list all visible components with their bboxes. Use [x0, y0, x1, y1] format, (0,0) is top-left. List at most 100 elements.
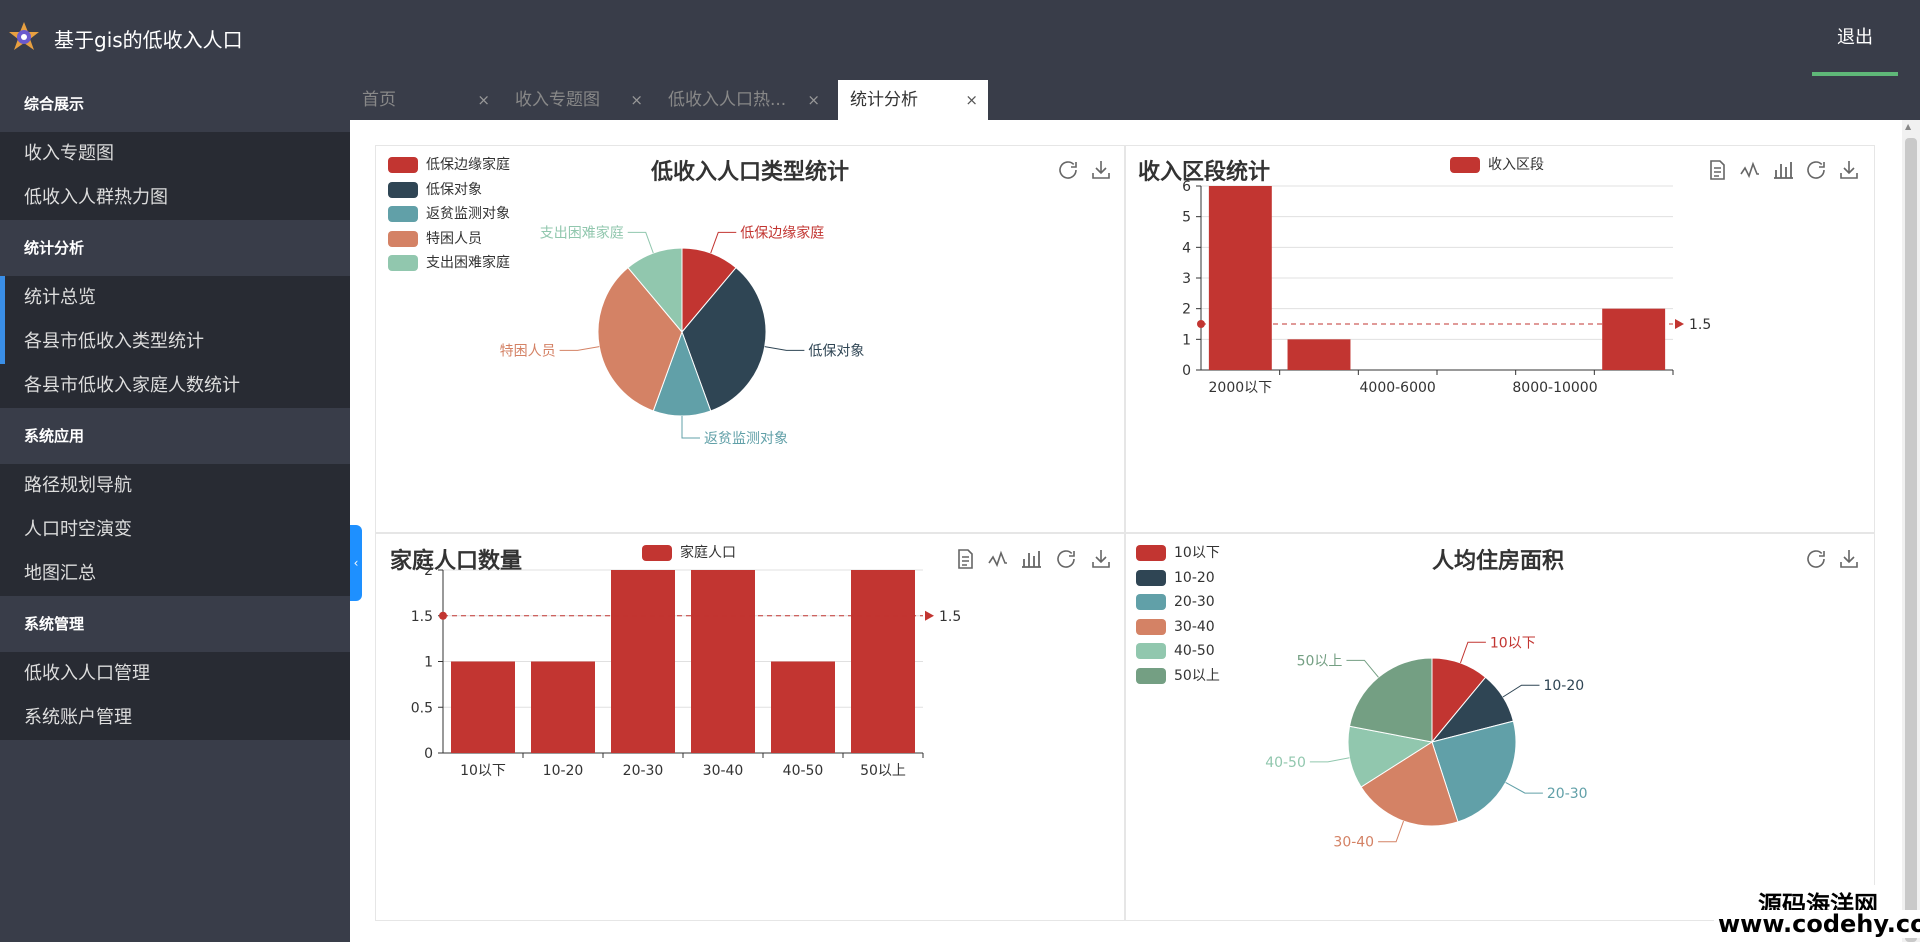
bar-chart-icon[interactable]	[1771, 158, 1795, 182]
pie-label-line	[1505, 782, 1543, 794]
y-tick-label: 4	[1182, 240, 1191, 256]
pie-label-line	[1459, 641, 1486, 664]
x-tick-label: 2000以下	[1209, 380, 1273, 396]
data-view-icon[interactable]	[1705, 158, 1729, 182]
y-tick-label: 0	[424, 746, 433, 762]
data-view-icon[interactable]	[953, 547, 977, 571]
legend-swatch	[388, 206, 418, 222]
legend-label: 10以下	[1174, 545, 1220, 561]
average-line-label: 1.5	[1689, 317, 1711, 333]
legend-swatch	[388, 157, 418, 173]
tab-label: 低收入人口热...	[668, 90, 787, 110]
sidebar-item-stats-overview[interactable]: 统计总览	[0, 276, 350, 320]
pie-label-line	[764, 346, 805, 351]
pie-slice	[1347, 725, 1434, 788]
y-tick-label: 2	[1182, 302, 1191, 318]
tab-close-icon[interactable]: ×	[807, 91, 820, 109]
sidebar-group-admin[interactable]: 系统管理	[0, 596, 350, 652]
y-tick-label: 5	[1182, 210, 1191, 226]
pie-label: 10-20	[1543, 678, 1584, 694]
refresh-icon[interactable]	[1054, 547, 1078, 571]
legend-label: 30-40	[1174, 618, 1215, 635]
top-bar: 基于gis的低收入人口 退出	[0, 0, 1920, 76]
download-icon[interactable]	[1837, 158, 1861, 182]
tab-heatmap[interactable]: 低收入人口热... ×	[656, 80, 830, 120]
legend-swatch	[1136, 667, 1166, 684]
tab-close-icon[interactable]: ×	[630, 91, 643, 109]
legend-label: 50以上	[1174, 667, 1220, 684]
x-tick-label: 20-30	[623, 763, 664, 779]
legend-label: 40-50	[1174, 643, 1215, 659]
sidebar-item-account-management[interactable]: 系统账户管理	[24, 707, 132, 728]
download-icon[interactable]	[1089, 158, 1113, 182]
app-title: 基于gis的低收入人口	[54, 28, 243, 52]
line-chart-icon[interactable]	[986, 547, 1010, 571]
scrollbar-thumb[interactable]	[1905, 138, 1917, 942]
tab-income-map[interactable]: 收入专题图 ×	[503, 80, 653, 120]
sidebar-item-route-planning[interactable]: 路径规划导航	[24, 475, 132, 496]
tab-close-icon[interactable]: ×	[477, 91, 490, 109]
sidebar-group-apps[interactable]: 系统应用	[0, 408, 350, 464]
bar-chart-icon[interactable]	[1019, 547, 1043, 571]
legend-label: 10-20	[1174, 569, 1215, 586]
bar-chart-income-range: 0 1 2 3 4 5 6 2000以下 4000-6000 8000-10000 1.5	[1182, 179, 1711, 396]
download-icon[interactable]	[1837, 547, 1861, 571]
tab-home[interactable]: 首页 ×	[350, 80, 500, 120]
pie-label: 特困人员	[500, 343, 556, 359]
average-line-start	[439, 611, 447, 620]
line-chart-icon[interactable]	[1738, 158, 1762, 182]
sidebar-item-map-summary[interactable]: 地图汇总	[24, 563, 96, 584]
refresh-icon[interactable]	[1056, 158, 1080, 182]
chart-panel-income-range: 0 1 2 3 4 5 6 2000以下 4000-6000 8000-10000 1.5 收入区段…	[1125, 145, 1875, 533]
pie-label: 返贫监测对象	[704, 431, 788, 447]
bar	[531, 661, 595, 753]
pie-label: 30-40	[1333, 835, 1374, 851]
tab-label: 统计分析	[850, 90, 918, 110]
sidebar-item-income-map[interactable]: 收入专题图	[24, 143, 114, 164]
legend-label: 返贫监测对象	[426, 206, 510, 222]
tab-close-icon[interactable]: ×	[965, 91, 978, 109]
legend-label: 低保对象	[426, 181, 482, 198]
pie-label-line	[1309, 757, 1350, 763]
bar	[1208, 186, 1272, 370]
watermark-url: www.codehy.com	[1714, 910, 1920, 938]
bar	[1602, 308, 1666, 370]
pie-slice	[1360, 741, 1459, 827]
sidebar-collapse-icon[interactable]: ‹	[350, 525, 362, 601]
sidebar-item-population-evolution[interactable]: 人口时空演变	[24, 519, 132, 540]
legend-label: 支出困难家庭	[426, 255, 510, 271]
download-icon[interactable]	[1089, 547, 1113, 571]
x-tick-label: 40-50	[783, 763, 824, 779]
logout-button[interactable]: 退出	[1812, 0, 1898, 76]
legend-label: 低保边缘家庭	[426, 157, 510, 173]
scroll-up-icon[interactable]: ▲	[1905, 122, 1912, 131]
y-tick-label: 0.5	[411, 700, 433, 716]
x-tick-label: 10-20	[543, 763, 584, 779]
pie-label: 低保对象	[808, 343, 864, 359]
average-line-arrow	[925, 610, 934, 621]
pie-label: 支出困难家庭	[540, 224, 624, 241]
y-tick-label: 1	[424, 655, 433, 671]
sidebar-item-heatmap[interactable]: 低收入人群热力图	[24, 187, 168, 208]
y-tick-label: 1.5	[411, 609, 433, 625]
pie-label-line	[1502, 684, 1540, 698]
pie-label-line	[559, 346, 600, 351]
legend-swatch	[388, 230, 418, 247]
legend-label: 收入区段	[1488, 157, 1544, 173]
sidebar-group-overview[interactable]: 综合展示	[0, 76, 350, 132]
sidebar-item-population-management[interactable]: 低收入人口管理	[24, 663, 150, 684]
pie-label: 低保边缘家庭	[740, 224, 824, 241]
sidebar-item-household-stats[interactable]: 各县市低收入家庭人数统计	[24, 375, 240, 396]
chart-title: 人均住房面积	[1432, 549, 1565, 574]
x-tick-label: 10以下	[460, 763, 506, 779]
chart-panel-type-stats: 低保边缘家庭 低保对象 返贫监测对象 特困人员 支出困难家庭 低收入人口类型统计 低保边…	[375, 145, 1125, 533]
pie-slice	[1348, 657, 1433, 743]
sidebar-group-statistics[interactable]: 统计分析	[0, 220, 350, 276]
bar	[1287, 339, 1351, 370]
sidebar-item-type-stats[interactable]: 各县市低收入类型统计	[0, 320, 350, 364]
refresh-icon[interactable]	[1804, 158, 1828, 182]
refresh-icon[interactable]	[1804, 547, 1828, 571]
tab-statistics[interactable]: 统计分析 ×	[838, 80, 988, 120]
bar	[771, 661, 835, 753]
